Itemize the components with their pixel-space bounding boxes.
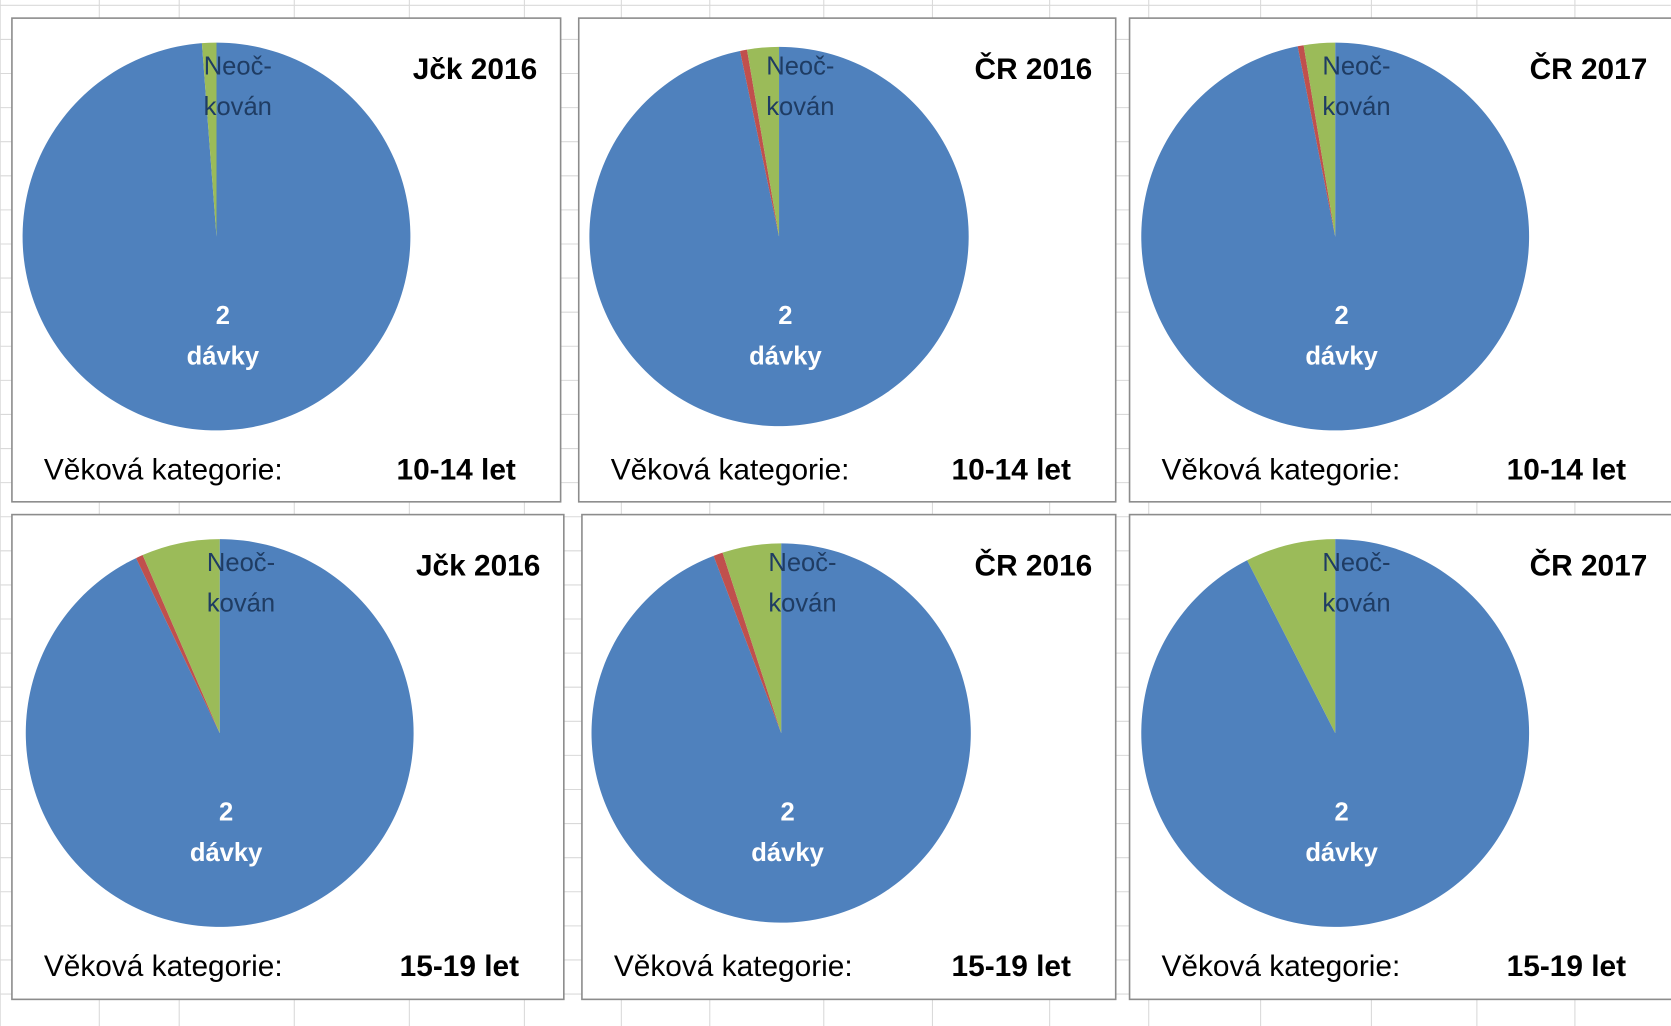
chart-title: ČR 2016 (975, 52, 1093, 86)
caption-value: 10-14 let (1507, 453, 1626, 486)
chart-title: ČR 2016 (975, 548, 1093, 582)
caption-value: 15-19 let (1507, 950, 1626, 983)
caption-label: Věková kategorie: (1162, 950, 1401, 983)
slice-label: 2 dávky (1305, 798, 1378, 866)
pie-slice (1297, 45, 1336, 237)
chart: 2 dávky Neoč-kován Jčk 2016 Věková kategorie… (11, 17, 562, 503)
caption-label: Věková kategorie: (614, 950, 853, 983)
caption-label: Věková kategorie: (611, 453, 850, 486)
pie-slice (201, 42, 217, 237)
caption-label: Věková kategorie: (44, 950, 283, 983)
pie-slice (739, 49, 780, 237)
chart-title: Jčk 2016 (413, 53, 537, 86)
slice-label: 2 dávky (751, 798, 824, 866)
pie-slice (747, 46, 780, 237)
slice-label: 2 dávky (190, 798, 263, 866)
slice-label: Neoč-kován (207, 549, 275, 617)
chart: 2 dávky Neoč-kován ČR 2016 Věková kategorie:… (577, 17, 1117, 503)
slice-label: Neoč-kován (1322, 53, 1390, 121)
chart: 2 dávky Neoč-kován Jčk 2016 Věková kategorie… (11, 513, 565, 1001)
caption-value: 15-19 let (952, 950, 1071, 983)
chart: 2 dávky Neoč-kován ČR 2016 Věková kategorie:… (581, 513, 1117, 1001)
chart-title: Jčk 2016 (416, 549, 540, 582)
caption-label: Věková kategorie: (1162, 453, 1401, 486)
pie-slice (722, 543, 782, 734)
pie-slice (713, 552, 782, 734)
pie-slice (142, 539, 220, 734)
slice-label: Neoč-kován (766, 53, 834, 121)
slice-label: 2 dávky (1305, 302, 1378, 370)
slice-label: Neoč-kován (768, 549, 836, 617)
caption-label: Věková kategorie: (44, 453, 283, 486)
chart: 2 dávky Neoč-kován ČR 2017 Věková kategorie:… (1128, 17, 1671, 503)
caption-value: 10-14 let (396, 453, 515, 486)
slice-label: 2 dávky (187, 302, 260, 370)
pie-slice (589, 46, 969, 427)
pie-slice (1247, 539, 1336, 734)
caption-value: 10-14 let (952, 453, 1071, 486)
slice-label: Neoč-kován (204, 53, 272, 121)
pie-slice (25, 539, 414, 927)
chart-title: ČR 2017 (1530, 52, 1648, 86)
slice-label: Neoč-kován (1322, 549, 1390, 617)
chart-title: ČR 2017 (1530, 548, 1648, 582)
pie-slice (591, 543, 971, 923)
pie-slice (136, 555, 220, 734)
pie-slice (1303, 42, 1336, 237)
slice-label: 2 dávky (749, 302, 822, 370)
chart: 2 dávky Neoč-kován ČR 2017 Věková kategorie:… (1128, 513, 1671, 1001)
pie-slice (22, 42, 411, 431)
pie-slice (1141, 42, 1530, 431)
pie-slice (1141, 539, 1530, 927)
caption-value: 15-19 let (400, 950, 519, 983)
